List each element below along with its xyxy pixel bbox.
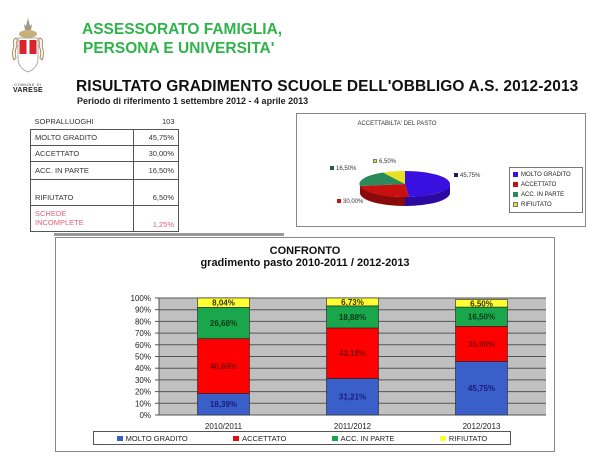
- stat-label: SOPRALLUOGHI: [34, 117, 94, 127]
- x-tick-label: 2010/2011: [205, 422, 243, 431]
- bar-segment: [326, 378, 379, 416]
- y-tick-label: 10%: [135, 399, 151, 408]
- bar-segment: [197, 307, 250, 339]
- legend-item-molto-gradito: MOLTO GRADITO: [513, 170, 579, 180]
- stat-value: 6,50%: [133, 178, 179, 206]
- pie-label-accettato: 30,00%: [337, 199, 363, 205]
- stat-label-incomplete: SCHEDE INCOMPLETE: [30, 204, 134, 232]
- page-title: RISULTATO GRADIMENTO SCUOLE DELL'OBBLIGO…: [76, 78, 579, 95]
- bar-chart-legend: MOLTO GRADITO ACCETTATO ACC. IN PARTE RI…: [93, 431, 511, 445]
- bar-data-label: 45,75%: [468, 384, 495, 393]
- pie-chart-panel: ACCETTABILTA' DEL PASTO 45,75% 30,00% 16…: [296, 113, 586, 227]
- incomplete-line-2: INCOMPLETE: [35, 218, 84, 227]
- legend-swatch-icon: [513, 181, 518, 187]
- logo-small-text: COMUNE DI: [14, 82, 42, 87]
- bar-data-label: 46,89%: [210, 362, 237, 371]
- period-subtitle: Periodo di riferimento 1 settembre 2012 …: [77, 96, 309, 106]
- stat-value-incomplete: 1,25%: [133, 204, 179, 232]
- bar-segment: [455, 299, 508, 308]
- department-line-1: ASSESSORATO FAMIGLIA,: [82, 21, 283, 38]
- stat-value: 16,50%: [133, 160, 179, 180]
- table-row: ACCETTATO 30,00%: [30, 144, 179, 162]
- legend-swatch-icon: [337, 199, 341, 204]
- bar-segment: [197, 297, 250, 308]
- table-row-sopralluoghi: SOPRALLUOGHI 103: [31, 115, 179, 129]
- y-tick-label: 80%: [135, 317, 151, 326]
- stat-label: ACC. IN PARTE: [30, 160, 134, 180]
- bar-chart-panel: CONFRONTO gradimento pasto 2010-2011 / 2…: [55, 237, 555, 452]
- bar-segment: [455, 326, 508, 362]
- legend-swatch-icon: [373, 159, 377, 164]
- y-tick-label: 50%: [135, 353, 151, 362]
- table-row: MOLTO GRADITO 45,75%: [30, 128, 179, 146]
- bar-data-label: 16,50%: [468, 313, 495, 322]
- pie-legend: MOLTO GRADITO ACCETTATO ACC. IN PARTE RI…: [509, 167, 583, 213]
- bar-data-label: 8,04%: [212, 299, 235, 308]
- legend-item-accettato: ACCETTATO: [513, 180, 579, 190]
- legend-swatch-icon: [513, 171, 518, 177]
- department-title: ASSESSORATO FAMIGLIA, PERSONA E UNIVERSI…: [82, 20, 282, 58]
- comune-varese-coat-of-arms-icon: [12, 18, 44, 73]
- table-row: RIFIUTATO 6,50%: [30, 178, 179, 206]
- bar-data-label: 30,00%: [468, 340, 495, 349]
- x-tick-label: 2012/2013: [463, 422, 501, 431]
- legend-swatch-icon: [330, 166, 334, 171]
- stacked-bar-chart: 0% 10% 20% 30% 40% 50% 60% 70% 80% 90% 100% 18,39% 4…: [131, 294, 546, 431]
- legend-item-rifiutato: RIFIUTATO: [513, 200, 579, 210]
- y-tick-label: 40%: [135, 364, 151, 373]
- y-tick-label: 0%: [139, 411, 151, 420]
- stat-value: 45,75%: [133, 128, 179, 146]
- stat-value: 103: [161, 117, 175, 127]
- pie-label-molto-gradito: 45,75%: [454, 173, 480, 179]
- stat-value: 30,00%: [133, 144, 179, 162]
- legend-item-acc-in-parte: ACC. IN PARTE: [513, 190, 579, 200]
- bar-data-label: 31,21%: [339, 393, 366, 402]
- y-tick-label: 60%: [135, 341, 151, 350]
- stat-label: RIFIUTATO: [30, 178, 134, 206]
- legend-item-rifiutato: RIFIUTATO: [439, 434, 487, 443]
- table-row: ACC. IN PARTE 16,50%: [30, 160, 179, 180]
- stat-label: ACCETTATO: [30, 144, 134, 162]
- bar-data-label: 18,39%: [210, 400, 237, 409]
- legend-swatch-icon: [233, 435, 240, 441]
- logo-city-name: VARESE: [12, 87, 44, 94]
- department-line-2: PERSONA E UNIVERSITA': [83, 40, 275, 57]
- bar-data-label: 6,50%: [470, 299, 493, 308]
- y-tick-label: 70%: [135, 329, 151, 338]
- bar-data-label: 18,88%: [339, 313, 366, 322]
- y-tick-label: 20%: [135, 388, 151, 397]
- legend-swatch-icon: [513, 201, 518, 207]
- bar-data-label: 6,73%: [341, 298, 364, 307]
- logo-caption: COMUNE DI VARESE: [5, 82, 51, 94]
- table-row-incomplete: SCHEDE INCOMPLETE 1,25%: [30, 204, 179, 232]
- bar-data-label: 26,68%: [210, 319, 237, 328]
- pie-chart-title: ACCETTABILTA' DEL PASTO: [357, 121, 437, 127]
- pie-label-acc-in-parte: 16,50%: [330, 166, 356, 172]
- bar-segment: [326, 297, 379, 307]
- bar-chart-subtitle: gradimento pasto 2010-2011 / 2012-2013: [200, 257, 410, 269]
- stat-label: MOLTO GRADITO: [30, 128, 134, 146]
- legend-item-accettato: ACCETTATO: [233, 434, 286, 443]
- bar-segment: [326, 327, 379, 379]
- pie-chart: [359, 170, 451, 206]
- x-tick-label: 2011/2012: [334, 422, 372, 431]
- table-shadow: [54, 233, 284, 236]
- bar-data-label: 43,18%: [339, 349, 366, 358]
- y-tick-label: 100%: [131, 294, 151, 303]
- pie-label-rifiutato: 6,50%: [373, 159, 396, 165]
- incomplete-line-1: SCHEDE: [35, 209, 67, 218]
- legend-swatch-icon: [513, 191, 518, 197]
- legend-swatch-icon: [439, 435, 446, 441]
- legend-swatch-icon: [116, 435, 123, 441]
- legend-swatch-icon: [454, 173, 458, 178]
- legend-item-acc-in-parte: ACC. IN PARTE: [331, 434, 395, 443]
- y-tick-label: 90%: [135, 306, 151, 315]
- legend-item-molto-gradito: MOLTO GRADITO: [116, 434, 188, 443]
- legend-swatch-icon: [331, 435, 338, 441]
- stats-table: SOPRALLUOGHI 103 MOLTO GRADITO 45,75% AC…: [30, 115, 179, 232]
- bar-chart-title: CONFRONTO: [269, 245, 341, 257]
- bar-segment: [455, 361, 508, 416]
- y-tick-label: 30%: [135, 376, 151, 385]
